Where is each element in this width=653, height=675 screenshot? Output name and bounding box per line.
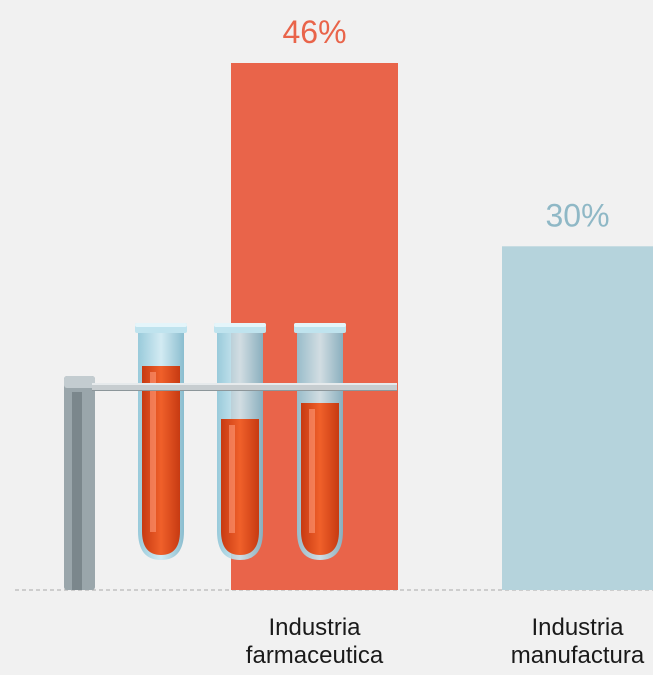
test-tube-2 <box>214 323 266 560</box>
bar-2 <box>502 246 653 590</box>
category-label-2-line-1: Industria <box>531 614 624 641</box>
category-label-1: Industria farmaceutica <box>225 614 405 670</box>
value-label-1: 46% <box>282 14 346 50</box>
rack-post <box>64 376 95 590</box>
rack-bar <box>92 383 397 391</box>
test-tube-3 <box>294 323 346 560</box>
category-label-1-line-1: Industria <box>268 614 361 641</box>
category-label-2: Industria manufactura <box>488 614 653 670</box>
value-labels-group: 46% 30% <box>282 14 609 233</box>
test-tube-1 <box>135 323 187 560</box>
category-label-1-line-2: farmaceutica <box>245 642 384 669</box>
value-label-2: 30% <box>545 197 609 233</box>
category-label-2-line-2: manufactura <box>510 642 645 669</box>
test-tube-rack-illustration <box>64 323 397 590</box>
